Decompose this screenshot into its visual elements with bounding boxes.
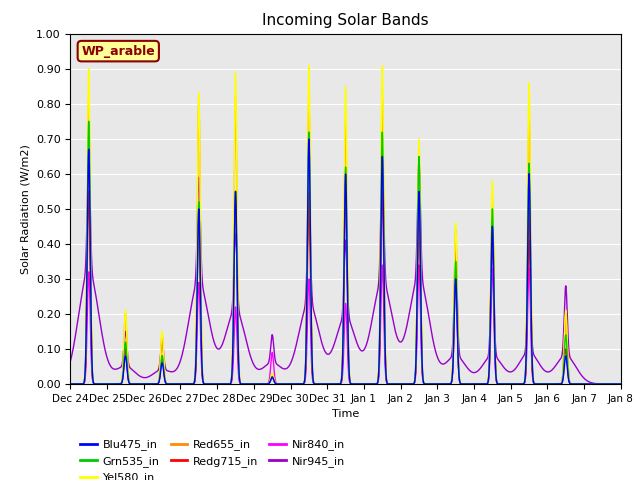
Title: Incoming Solar Bands: Incoming Solar Bands [262, 13, 429, 28]
Legend: Blu475_in, Grn535_in, Yel580_in, Red655_in, Redg715_in, Nir840_in, Nir945_in: Blu475_in, Grn535_in, Yel580_in, Red655_… [76, 435, 349, 480]
X-axis label: Time: Time [332, 409, 359, 419]
Y-axis label: Solar Radiation (W/m2): Solar Radiation (W/m2) [20, 144, 30, 274]
Text: WP_arable: WP_arable [81, 45, 155, 58]
